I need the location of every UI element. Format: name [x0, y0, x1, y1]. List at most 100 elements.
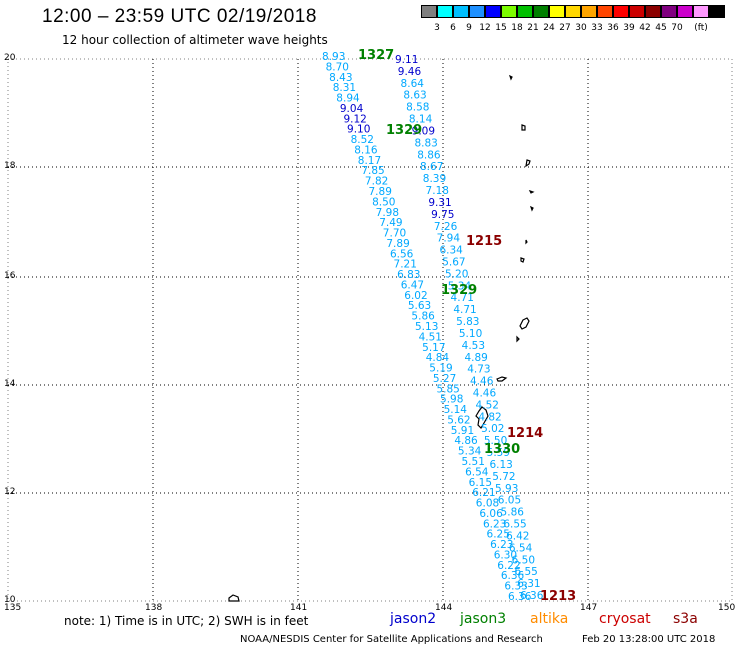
- pass-number-label: 1215: [466, 234, 502, 249]
- swh-value-left-track: 8.50: [372, 196, 395, 208]
- colorbar-swatch: [565, 5, 581, 18]
- colorbar-label: (ft): [694, 23, 708, 33]
- swh-value-left-track: 9.12: [343, 113, 366, 125]
- swh-value-left-track: 6.30: [494, 549, 517, 561]
- lon-label: 147: [580, 603, 598, 613]
- swh-value-right-track: 9.11: [395, 54, 418, 66]
- island-outline: [529, 205, 534, 212]
- lat-label: 18: [4, 161, 16, 171]
- mission-legend-jason3: jason3: [460, 611, 507, 627]
- island-outline: [525, 239, 528, 245]
- colorbar-label: 9: [466, 23, 472, 33]
- colorbar-label: 6: [450, 23, 456, 33]
- colorbar-label: 33: [591, 23, 603, 33]
- swh-value-right-track: 5.86: [501, 507, 525, 519]
- swh-value-left-track: 5.27: [433, 373, 456, 385]
- swh-value-right-track: 7.18: [426, 185, 449, 197]
- lat-label: 20: [4, 53, 16, 63]
- swh-value-left-track: 5.17: [422, 342, 445, 354]
- swh-value-left-track: 8.94: [336, 93, 360, 105]
- swh-value-left-track: 6.25: [487, 529, 510, 541]
- swh-value-right-track: 8.67: [420, 161, 443, 173]
- swh-value-left-track: 5.62: [447, 414, 470, 426]
- swh-value-right-track: 4.82: [478, 411, 501, 423]
- colorbar-label: 3: [434, 23, 440, 33]
- swh-value-left-track: 8.31: [333, 82, 356, 94]
- swh-value-right-track: 6.54: [509, 542, 533, 554]
- island-outline: [508, 74, 513, 81]
- lat-label: 14: [4, 379, 16, 389]
- swh-value-right-track: 5.93: [495, 483, 518, 495]
- swh-value-left-track: 8.93: [322, 51, 345, 63]
- swh-value-left-track: 7.82: [365, 176, 388, 188]
- colorbar-swatch: [581, 5, 597, 18]
- swh-value-right-track: 7.26: [434, 221, 458, 233]
- swh-value-right-track: 6.34: [439, 245, 463, 257]
- swh-value-left-track: 5.85: [436, 383, 459, 395]
- lon-label: 144: [435, 603, 453, 613]
- altimeter-tracks: 8.938.708.438.318.949.049.129.108.528.16…: [322, 48, 576, 604]
- swh-value-right-track: 9.46: [398, 66, 422, 78]
- swh-value-left-track: 8.43: [329, 72, 352, 84]
- colorbar-label: 39: [623, 23, 635, 33]
- colorbar-swatch: [629, 5, 645, 18]
- swh-value-right-track: 5.02: [481, 423, 504, 435]
- map-frame: [7, 58, 733, 602]
- swh-value-right-track: 5.20: [445, 268, 468, 280]
- island-outline: [528, 189, 535, 194]
- swh-value-right-track: 6.50: [512, 554, 535, 566]
- island-outline: [516, 335, 520, 343]
- swh-value-right-track: 8.83: [414, 137, 437, 149]
- colorbar-label: 24: [543, 23, 555, 33]
- swh-value-left-track: 7.89: [386, 238, 409, 250]
- swh-value-right-track: 6.05: [498, 495, 521, 507]
- swh-value-right-track: 6.31: [517, 578, 540, 590]
- lat-label: 12: [4, 487, 16, 497]
- colorbar-swatch: [421, 5, 437, 18]
- colorbar-swatch: [485, 5, 501, 18]
- pass-number-label: 1327: [358, 48, 394, 63]
- colorbar-swatch: [469, 5, 485, 18]
- swh-value-right-track: 5.59: [487, 447, 510, 459]
- lon-label: 138: [145, 603, 163, 613]
- swh-value-left-track: 5.14: [444, 404, 468, 416]
- swh-value-right-track: 8.64: [401, 78, 425, 90]
- swh-value-left-track: 7.85: [361, 165, 384, 177]
- colorbar-label: 27: [559, 23, 571, 33]
- swh-value-left-track: 5.51: [462, 456, 485, 468]
- swh-value-left-track: 8.52: [351, 134, 374, 146]
- swh-value-right-track: 4.89: [464, 352, 487, 364]
- swh-value-right-track: 4.46: [470, 376, 494, 388]
- swh-value-left-track: 6.08: [476, 498, 499, 510]
- mission-legend-altika: altika: [530, 611, 569, 627]
- swh-value-left-track: 6.54: [465, 466, 489, 478]
- swh-value-left-track: 5.19: [429, 363, 452, 375]
- swh-value-left-track: 7.70: [383, 228, 406, 240]
- colorbar-swatch: [453, 5, 469, 18]
- swh-value-left-track: 7.49: [379, 217, 402, 229]
- colorbar-swatch: [661, 5, 677, 18]
- swh-value-left-track: 6.06: [479, 508, 503, 520]
- swh-value-right-track: 8.58: [406, 102, 429, 114]
- swh-value-left-track: 6.21: [472, 487, 495, 499]
- swh-value-right-track: 5.67: [442, 256, 465, 268]
- swh-value-left-track: 6.02: [404, 290, 427, 302]
- swh-value-left-track: 4.86: [454, 435, 478, 447]
- island-outline: [496, 376, 508, 382]
- swh-value-right-track: 5.10: [459, 328, 482, 340]
- lat-lon-grid: [7, 58, 733, 602]
- swh-value-left-track: 5.86: [411, 311, 435, 323]
- island-outline: [228, 594, 240, 602]
- swh-value-left-track: 6.23: [490, 539, 513, 551]
- swh-value-right-track: 5.50: [484, 435, 507, 447]
- page-title: 12:00 – 23:59 UTC 02/19/2018: [42, 6, 317, 27]
- swh-value-right-track: 5.72: [492, 471, 515, 483]
- swh-value-right-track: 6.55: [503, 519, 526, 531]
- swh-value-right-track: 9.75: [431, 209, 454, 221]
- swh-value-left-track: 6.33: [504, 581, 527, 593]
- mission-legend-cryosat: cryosat: [599, 611, 651, 627]
- swh-value-right-track: 4.46: [473, 388, 497, 400]
- footer-timestamp: Feb 20 13:28:00 UTC 2018: [582, 634, 716, 645]
- swh-value-left-track: 6.15: [469, 477, 492, 489]
